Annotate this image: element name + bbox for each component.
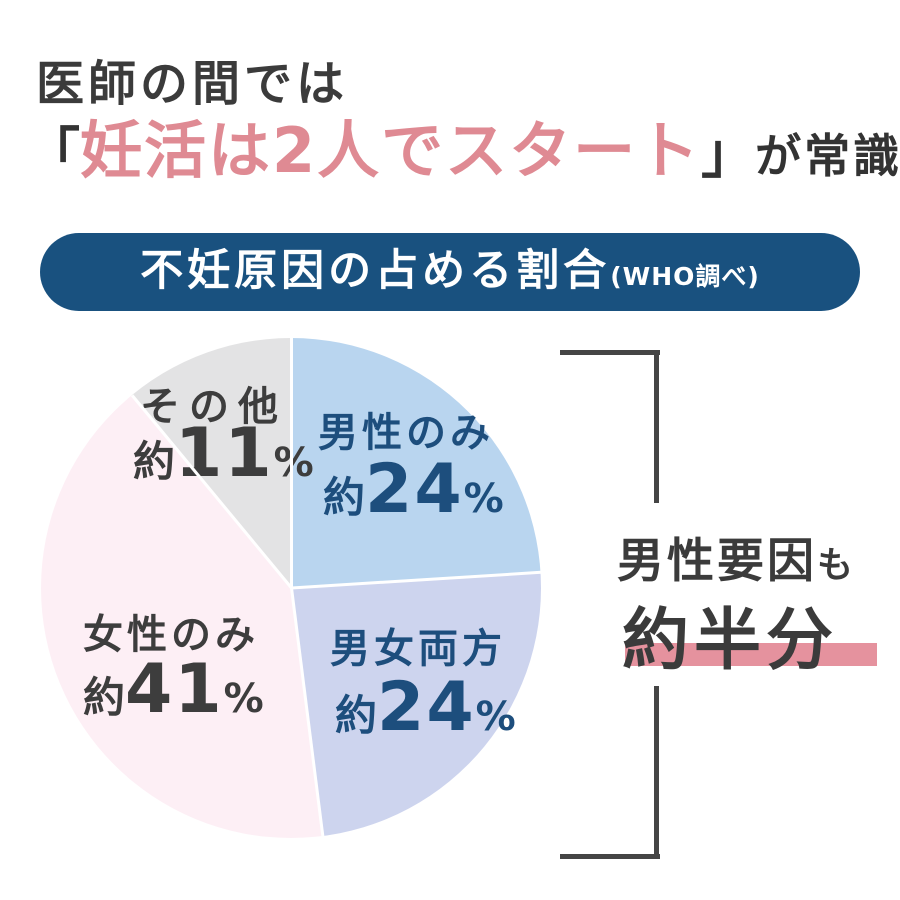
pie-slice-divider [289,338,293,588]
page-title-line2: 「妊活は2人でスタート」が常識！ [26,100,900,190]
annotation-highlight-bar [625,643,877,666]
slice-label-female-only: 女性のみ [83,612,259,658]
bracket-top-vertical [654,350,659,503]
chart-title-banner: 不妊原因の占める割合(WHO調べ) [40,233,860,311]
open-bracket: 「 [26,122,80,185]
slice-label-male-only: 男性のみ [318,410,494,456]
bracket-top-horizontal [560,350,660,355]
title-suffix: が常識！ [755,129,900,183]
pie-chart-area: 男性のみ 約24% 男女両方 約24% 女性のみ 約41% その他 約11% [41,338,541,838]
bracket-bottom-horizontal [560,854,660,859]
annotation-line1: 男性要因も [617,534,854,589]
slice-value-female-only: 約41% [83,650,264,729]
slice-label-both: 男女両方 [330,626,506,672]
annotation-line2: 約半分 [622,586,877,683]
close-bracket: 」 [701,122,756,185]
annotation-big-text: 約半分 [622,601,838,679]
bracket-bottom-vertical [654,686,659,858]
slice-label-other: その他 [140,384,287,430]
slice-value-both: 約24% [335,668,516,747]
chart-source: (WHO調べ) [610,262,760,291]
slice-value-other: 約11% [133,414,314,493]
chart-title: 不妊原因の占める割合 [140,246,611,296]
slice-value-male-only: 約24% [323,450,504,529]
title-highlight-text: 妊活は2人でスタート [80,114,702,187]
page-title-line1: 医師の間では [36,56,349,112]
